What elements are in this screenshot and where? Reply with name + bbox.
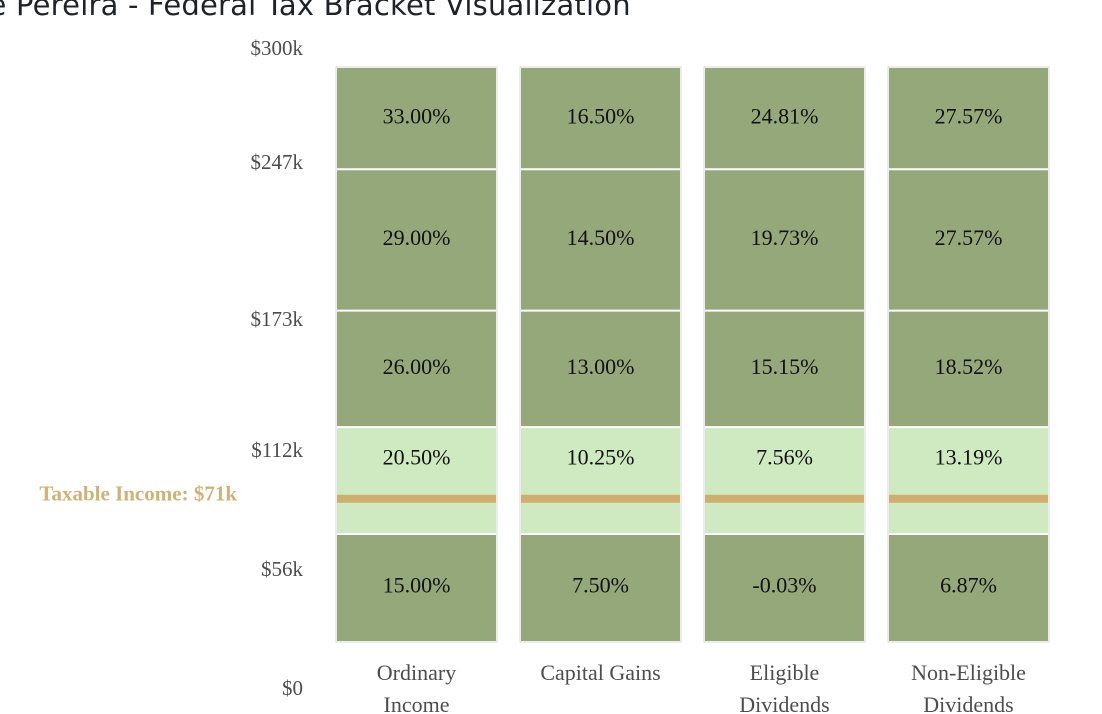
category-label: Dividends <box>923 692 1013 714</box>
bracket-column: -0.03% 7.56% 15.15% 19.73% 24.81% <box>703 66 866 643</box>
bracket-segment <box>705 169 864 311</box>
bracket-rate-label: 24.81% <box>751 104 819 129</box>
bracket-rate-label: 15.00% <box>383 573 451 598</box>
column-border <box>887 66 1050 643</box>
bracket-segment <box>521 169 680 311</box>
y-tick-label: $173k <box>251 307 304 331</box>
bracket-columns: 15.00% 20.50% 26.00% 29.00% 33.00% 7.50% 10.25… <box>335 66 1050 643</box>
column-border <box>519 66 682 643</box>
bracket-rate-label: -0.03% <box>752 573 816 598</box>
bracket-segment <box>337 169 496 311</box>
bracket-segment <box>889 310 1048 428</box>
column-border <box>335 66 498 643</box>
bracket-segment <box>889 169 1048 311</box>
x-axis-categories: Ordinary Income Capital Gains Eligible Divid… <box>377 660 1026 714</box>
bracket-segment <box>705 310 864 428</box>
bracket-rate-label: 33.00% <box>383 104 451 129</box>
bracket-rate-label: 27.57% <box>935 225 1003 250</box>
taxable-income-marker <box>521 494 680 503</box>
bracket-rate-label: 7.56% <box>756 445 813 470</box>
bracket-rate-label: 19.73% <box>751 225 819 250</box>
bracket-rate-label: 7.50% <box>572 573 629 598</box>
taxable-income-label: Taxable Income: $71k <box>39 482 237 506</box>
bracket-column: 7.50% 10.25% 13.00% 14.50% 16.50% <box>519 66 682 643</box>
y-tick-label: $0 <box>282 676 303 700</box>
bracket-segment <box>705 68 864 170</box>
category-label: Income <box>384 692 450 714</box>
bracket-rate-label: 6.87% <box>940 573 997 598</box>
category-label: Ordinary <box>377 660 456 685</box>
bracket-segment <box>521 310 680 428</box>
bracket-rate-label: 13.19% <box>935 445 1003 470</box>
taxable-income-marker <box>337 494 496 503</box>
y-axis-ticks: $0 $56k $112k $173k $247k $300k <box>251 36 304 700</box>
bracket-column: 15.00% 20.50% 26.00% 29.00% 33.00% <box>335 66 498 643</box>
bracket-rate-label: 14.50% <box>567 225 635 250</box>
bracket-segment <box>337 534 496 641</box>
current-bracket-segment <box>889 427 1048 535</box>
y-tick-label: $112k <box>251 438 303 462</box>
bracket-rate-label: 10.25% <box>567 445 635 470</box>
taxable-income-marker <box>889 494 1048 503</box>
taxable-income-marker <box>705 494 864 503</box>
current-bracket-segment <box>521 427 680 535</box>
bracket-column: 6.87% 13.19% 18.52% 27.57% 27.57% <box>887 66 1050 643</box>
bracket-rate-label: 15.15% <box>751 354 819 379</box>
category-label: Dividends <box>739 692 829 714</box>
bracket-segment <box>521 534 680 641</box>
bracket-segment <box>705 534 864 641</box>
bracket-segment <box>889 534 1048 641</box>
bracket-rate-label: 20.50% <box>383 445 451 470</box>
category-label: Non-Eligible <box>911 660 1026 685</box>
current-bracket-segment <box>705 427 864 535</box>
page-title: lie Pereira - Federal Tax Bracket Visual… <box>0 0 631 22</box>
y-tick-label: $247k <box>251 150 304 174</box>
bracket-segment <box>889 68 1048 170</box>
taxable-income-marker-group: Taxable Income: $71k <box>39 482 1048 506</box>
bracket-segment <box>337 68 496 170</box>
bracket-rate-label: 18.52% <box>935 354 1003 379</box>
y-tick-label: $300k <box>251 36 304 60</box>
category-label: Eligible <box>750 660 820 685</box>
category-label: Capital Gains <box>540 660 660 685</box>
bracket-segment <box>521 68 680 170</box>
bracket-rate-label: 29.00% <box>383 225 451 250</box>
bracket-rate-label: 27.57% <box>935 104 1003 129</box>
y-tick-label: $56k <box>261 557 304 581</box>
current-bracket-segment <box>337 427 496 535</box>
bracket-rate-label: 26.00% <box>383 354 451 379</box>
bracket-segment <box>337 310 496 428</box>
column-border <box>703 66 866 643</box>
bracket-rate-label: 16.50% <box>567 104 635 129</box>
bracket-rate-label: 13.00% <box>567 354 635 379</box>
